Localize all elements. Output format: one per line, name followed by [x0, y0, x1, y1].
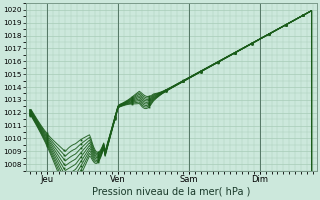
X-axis label: Pression niveau de la mer( hPa ): Pression niveau de la mer( hPa ) — [92, 187, 251, 197]
